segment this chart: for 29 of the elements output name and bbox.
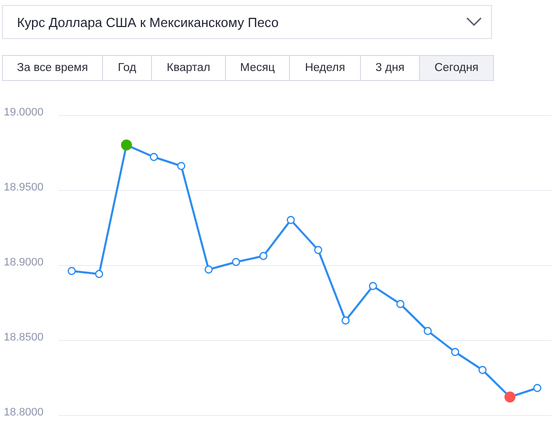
point [150,152,158,162]
point [259,252,268,260]
y-tick-label: 19.0000 [4,106,44,118]
point [204,265,213,274]
tab-button: Месяц [226,56,290,80]
point [478,366,487,374]
point [286,216,295,224]
point [424,326,432,336]
chart-title: Курс Доллара США к Мексиканскому Песо [17,15,279,30]
y-tick-label: 18.8000 [4,406,44,418]
tab-button: Год [103,56,152,80]
point [68,266,76,276]
point [177,162,186,170]
tab-button: За все время [3,56,103,80]
point [342,316,350,325]
point [232,258,240,266]
tab-button: Квартал [152,56,226,80]
point [396,300,404,308]
dropdown-select: Курс Доллара США к Мексиканскому Песо [2,5,492,39]
y-tick-label: 18.9500 [4,182,44,194]
point [451,348,460,356]
y-tick-label: 18.9000 [4,256,44,268]
tab-button: Неделя [290,56,361,80]
point [95,270,104,278]
point [533,384,542,392]
tab-button: Сегодня [420,56,493,80]
point [314,246,322,254]
y-tick-label: 18.8500 [4,332,44,344]
point [368,282,378,290]
